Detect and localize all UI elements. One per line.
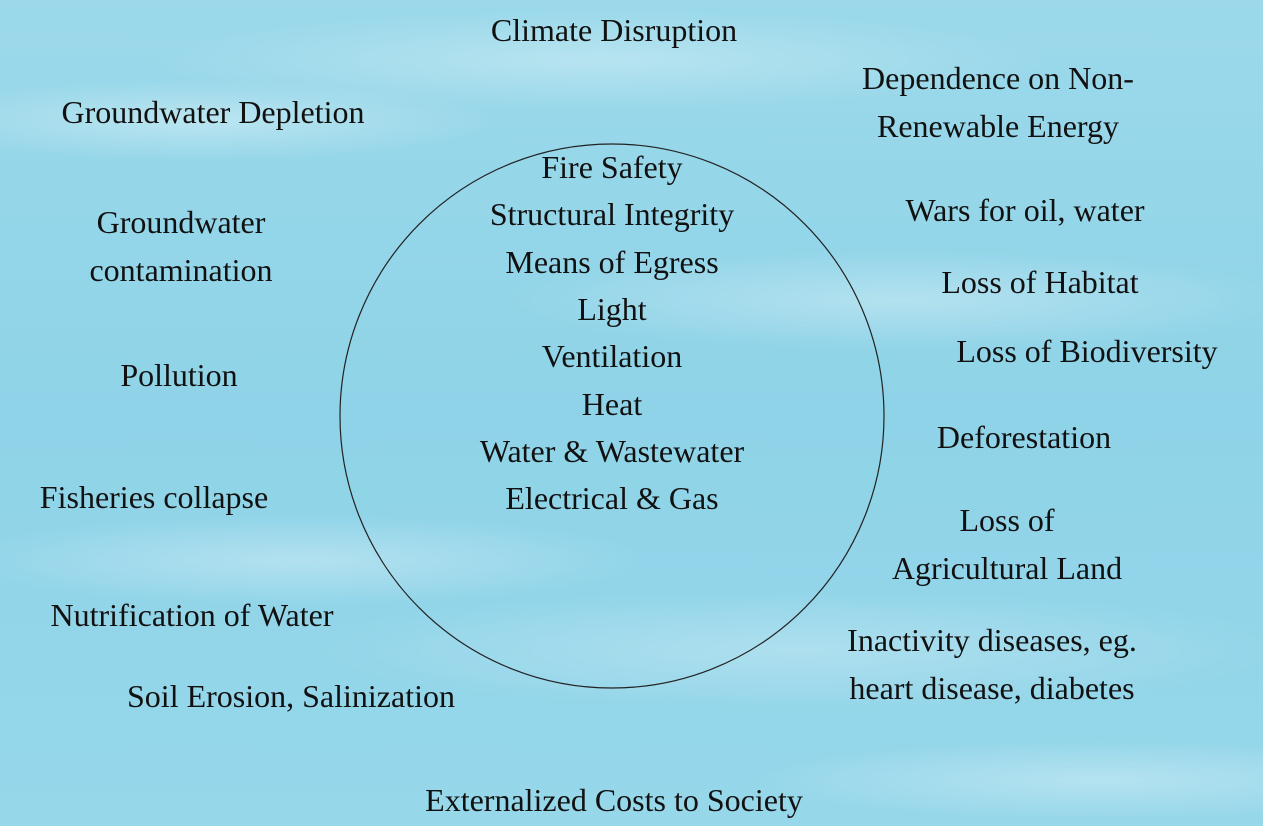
text-line: Loss of Biodiversity [956,327,1217,375]
text-line: Agricultural Land [892,544,1122,592]
text-line: Pollution [120,351,237,399]
center-item: Ventilation [542,332,682,380]
slide: Fire SafetyStructural IntegrityMeans of … [0,0,1263,826]
outer-item: Soil Erosion, Salinization [127,672,455,720]
text-line: Groundwater Depletion [61,88,364,136]
text-line: Fisheries collapse [40,473,268,521]
text-line: Wars for oil, water [905,186,1144,234]
text-line: heart disease, diabetes [847,664,1137,712]
outer-item: Deforestation [937,413,1111,461]
center-item: Electrical & Gas [505,474,718,522]
outer-item: Externalized Costs to Society [425,776,803,824]
center-item: Light [577,285,646,333]
text-line: Nutrification of Water [51,591,334,639]
outer-item: Pollution [120,351,237,399]
center-item: Water & Wastewater [480,427,744,475]
text-line: Deforestation [937,413,1111,461]
text-line: Renewable Energy [862,102,1134,150]
text-line: contamination [89,246,272,294]
center-item: Structural Integrity [490,190,734,238]
outer-item: Fisheries collapse [40,473,268,521]
text-line: Climate Disruption [491,6,737,54]
outer-item: Loss of Biodiversity [956,327,1217,375]
outer-item: Groundwater Depletion [61,88,364,136]
outer-item: Nutrification of Water [51,591,334,639]
center-item: Heat [582,380,642,428]
text-line: Dependence on Non- [862,54,1134,102]
center-item: Means of Egress [505,238,718,286]
text-line: Inactivity diseases, eg. [847,616,1137,664]
text-line: Loss of [892,496,1122,544]
text-line: Soil Erosion, Salinization [127,672,455,720]
text-line: Loss of Habitat [941,258,1138,306]
outer-item: Inactivity diseases, eg.heart disease, d… [847,616,1137,712]
outer-item: Climate Disruption [491,6,737,54]
outer-item: Wars for oil, water [905,186,1144,234]
outer-item: Loss of Habitat [941,258,1138,306]
outer-item: Dependence on Non-Renewable Energy [862,54,1134,150]
text-line: Externalized Costs to Society [425,776,803,824]
text-line: Groundwater [89,198,272,246]
center-item: Fire Safety [541,143,682,191]
